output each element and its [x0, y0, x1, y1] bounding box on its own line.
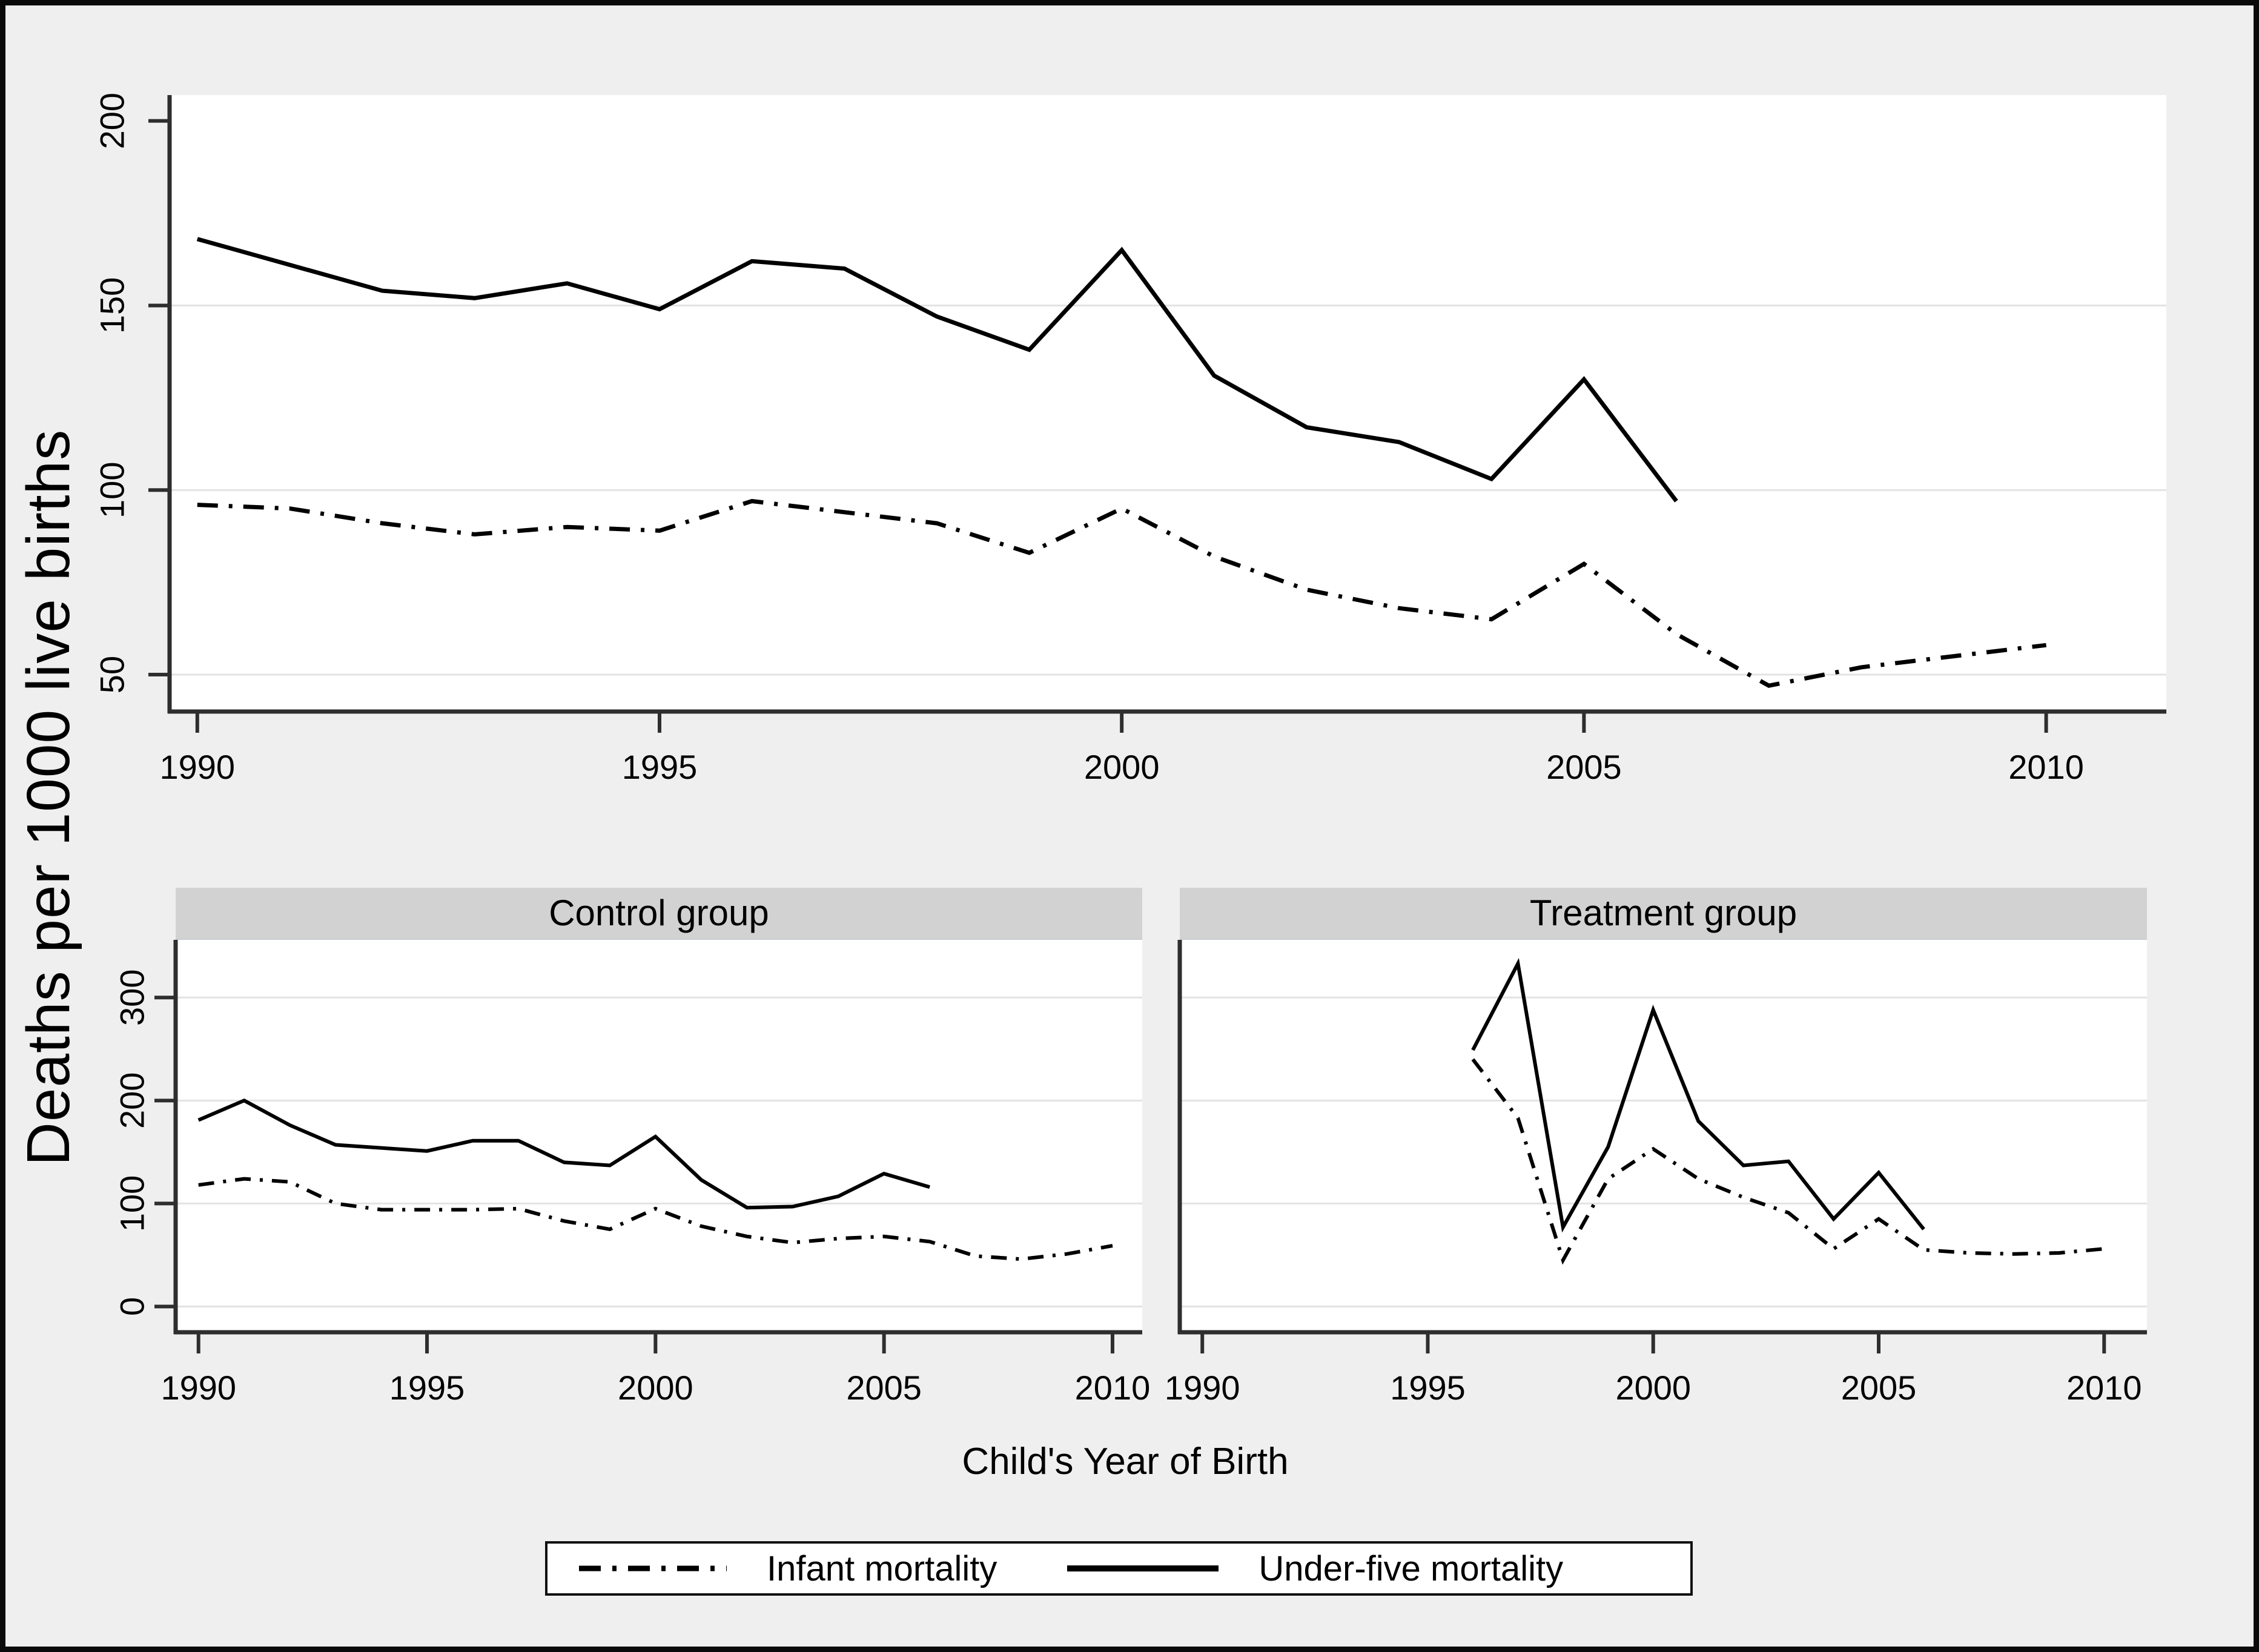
x-tick-label: 1990 [1165, 1369, 1240, 1407]
plot-area-treatment-group [1180, 940, 2147, 1332]
y-tick-label: 150 [93, 277, 131, 334]
x-tick-label: 2010 [2008, 748, 2084, 786]
y-tick-label: 0 [113, 1297, 151, 1316]
series-under-five-mortality-all-sample [196, 237, 1678, 503]
y-axis-title: Deaths per 1000 live births [15, 429, 82, 1166]
x-tick-label: 2005 [1546, 748, 1622, 786]
panel-header-treatment-label: Treatment group [1529, 893, 1798, 933]
y-tick-label: 100 [93, 462, 131, 518]
x-tick-label: 1995 [622, 748, 698, 786]
panel-header-treatment: Treatment group [1180, 888, 2147, 940]
legend-dashdot-line-icon [577, 1562, 729, 1574]
legend: Infant mortality Under-five mortality [545, 1541, 1693, 1596]
x-tick-label: 2010 [2066, 1369, 2142, 1407]
series-infant-mortality-treatment-group [1471, 1058, 2105, 1265]
y-tick-label: 100 [113, 1175, 151, 1232]
series-under-five-mortality-control-group [197, 1098, 930, 1210]
x-tick-label: 1990 [160, 748, 236, 786]
x-tick-label: 2000 [1084, 748, 1160, 786]
x-tick-label: 2005 [846, 1369, 922, 1407]
y-tick-label: 200 [113, 1072, 151, 1129]
series-under-five-mortality-treatment-group [1471, 957, 1925, 1233]
x-tick-label: 1995 [389, 1369, 465, 1407]
legend-solid-line-icon [1065, 1562, 1221, 1574]
plot-area-all-sample [170, 95, 2166, 712]
panel-header-control-label: Control group [549, 893, 769, 933]
series-infant-mortality-control-group [198, 1177, 1113, 1261]
x-tick-label: 1995 [1390, 1369, 1466, 1407]
panel-header-control: Control group [176, 888, 1142, 940]
legend-label-under-five-mortality: Under-five mortality [1258, 1548, 1564, 1588]
y-tick-label: 50 [93, 656, 131, 693]
x-tick-label: 1990 [160, 1369, 236, 1407]
x-tick-label: 2010 [1075, 1369, 1151, 1407]
x-tick-label: 2000 [618, 1369, 693, 1407]
legend-label-infant-mortality: Infant mortality [767, 1548, 997, 1588]
plot-area-control-group [176, 940, 1142, 1332]
x-axis-label: Child's Year of Birth [962, 1441, 1289, 1482]
y-tick-label: 300 [113, 970, 151, 1026]
x-tick-label: 2000 [1615, 1369, 1691, 1407]
series-infant-mortality-all-sample [197, 498, 2047, 688]
x-tick-label: 2005 [1841, 1369, 1917, 1407]
y-tick-label: 200 [93, 93, 131, 149]
